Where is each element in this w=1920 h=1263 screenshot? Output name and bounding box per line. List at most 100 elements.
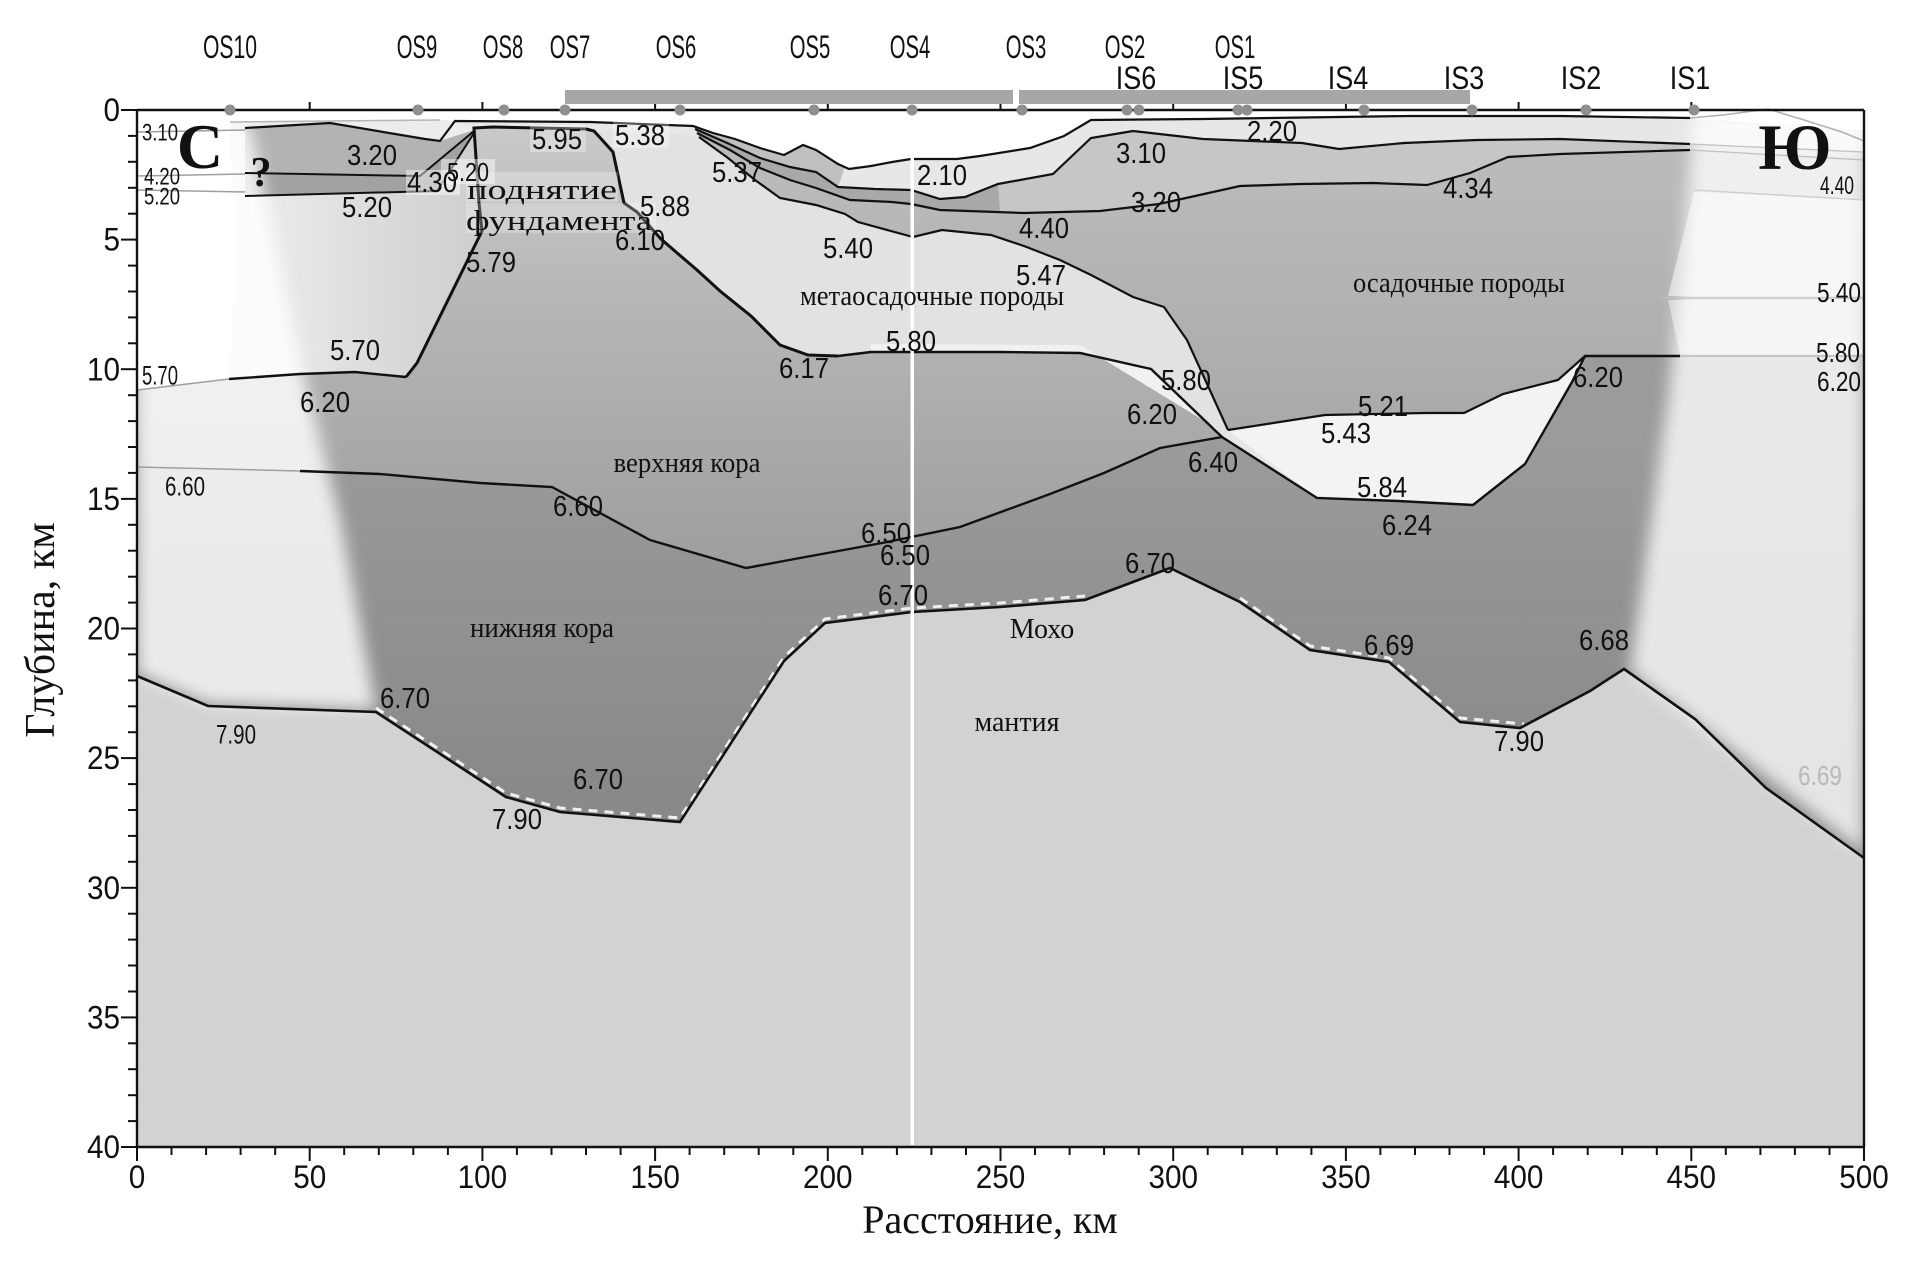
svg-text:3.20: 3.20 (347, 140, 397, 172)
svg-text:OS1: OS1 (1215, 29, 1256, 65)
svg-text:метаосадочные породы: метаосадочные породы (800, 281, 1064, 312)
svg-text:5.38: 5.38 (615, 120, 665, 152)
svg-text:6.20: 6.20 (300, 387, 350, 419)
svg-text:150: 150 (630, 1159, 680, 1195)
svg-text:4.34: 4.34 (1443, 173, 1493, 205)
svg-text:6.40: 6.40 (1188, 447, 1238, 479)
svg-text:4.40: 4.40 (1019, 213, 1069, 245)
svg-text:15: 15 (87, 481, 120, 517)
svg-text:6.60: 6.60 (553, 491, 603, 523)
svg-text:Ю: Ю (1758, 112, 1831, 184)
svg-text:6.69: 6.69 (1798, 760, 1842, 791)
svg-text:10: 10 (87, 351, 120, 387)
svg-text:5.37: 5.37 (712, 157, 762, 189)
svg-text:7.90: 7.90 (492, 804, 542, 836)
svg-text:5.43: 5.43 (1321, 418, 1371, 450)
svg-text:5.79: 5.79 (466, 247, 516, 279)
svg-text:осадочные породы: осадочные породы (1353, 268, 1565, 299)
svg-text:6.10: 6.10 (615, 225, 665, 257)
svg-text:100: 100 (458, 1159, 508, 1195)
svg-text:IS2: IS2 (1561, 60, 1602, 96)
svg-text:Расстояние, км: Расстояние, км (862, 1197, 1117, 1242)
svg-text:IS3: IS3 (1444, 60, 1485, 96)
svg-text:Глубина, км: Глубина, км (18, 522, 64, 737)
svg-text:5.80: 5.80 (1161, 365, 1211, 397)
svg-text:С: С (177, 111, 223, 182)
svg-text:6.70: 6.70 (1125, 548, 1175, 580)
svg-text:6.24: 6.24 (1382, 510, 1432, 542)
svg-text:OS9: OS9 (397, 29, 438, 65)
svg-text:2.20: 2.20 (1247, 116, 1297, 148)
svg-text:OS2: OS2 (1105, 29, 1146, 65)
svg-text:5.40: 5.40 (1817, 277, 1861, 308)
svg-text:OS3: OS3 (1006, 29, 1047, 65)
svg-text:?: ? (251, 150, 272, 196)
svg-text:350: 350 (1321, 1159, 1371, 1195)
svg-text:3.10: 3.10 (142, 119, 178, 146)
svg-text:5: 5 (104, 222, 121, 258)
svg-text:4.40: 4.40 (1820, 172, 1854, 200)
svg-text:50: 50 (293, 1159, 326, 1195)
svg-text:0: 0 (129, 1159, 146, 1195)
svg-text:5.40: 5.40 (823, 233, 873, 265)
svg-text:5.20: 5.20 (342, 192, 392, 224)
svg-text:IS5: IS5 (1223, 60, 1264, 96)
svg-text:IS6: IS6 (1116, 60, 1157, 96)
svg-text:4.20: 4.20 (144, 163, 180, 190)
svg-text:6.50: 6.50 (880, 540, 930, 572)
svg-text:5.88: 5.88 (640, 191, 690, 223)
svg-text:35: 35 (87, 999, 120, 1035)
svg-text:верхняя кора: верхняя кора (614, 448, 762, 479)
svg-text:6.60: 6.60 (165, 471, 205, 501)
svg-text:6.70: 6.70 (878, 580, 928, 612)
svg-text:6.70: 6.70 (380, 683, 430, 715)
svg-text:IS4: IS4 (1328, 60, 1369, 96)
svg-text:6.70: 6.70 (573, 764, 623, 796)
svg-text:6.20: 6.20 (1127, 399, 1177, 431)
svg-text:фундамента: фундамента (466, 205, 652, 237)
svg-text:7.90: 7.90 (1494, 726, 1544, 758)
svg-text:6.20: 6.20 (1573, 362, 1623, 394)
svg-text:250: 250 (976, 1159, 1026, 1195)
svg-text:25: 25 (87, 740, 120, 776)
svg-text:OS4: OS4 (890, 29, 931, 65)
svg-text:5.80: 5.80 (886, 326, 936, 358)
svg-text:IS1: IS1 (1670, 60, 1711, 96)
svg-text:5.70: 5.70 (330, 335, 380, 367)
svg-text:5.21: 5.21 (1358, 391, 1408, 423)
svg-text:6.68: 6.68 (1579, 625, 1629, 657)
svg-text:2.10: 2.10 (917, 160, 967, 192)
svg-text:7.90: 7.90 (216, 719, 256, 749)
svg-text:5.80: 5.80 (1816, 337, 1860, 368)
svg-text:6.50: 6.50 (861, 518, 911, 550)
svg-text:OS10: OS10 (203, 29, 257, 65)
svg-text:20: 20 (87, 611, 120, 647)
svg-text:6.69: 6.69 (1364, 630, 1414, 662)
svg-text:мантия: мантия (974, 707, 1059, 738)
svg-text:нижняя кора: нижняя кора (470, 613, 615, 644)
svg-text:3.10: 3.10 (1116, 138, 1166, 170)
svg-text:450: 450 (1667, 1159, 1717, 1195)
svg-text:30: 30 (87, 870, 120, 906)
svg-text:3.20: 3.20 (1131, 187, 1181, 219)
svg-text:4.30: 4.30 (407, 167, 457, 199)
svg-text:Мохо: Мохо (1010, 614, 1074, 645)
svg-text:5.47: 5.47 (1016, 260, 1066, 292)
svg-text:поднятие: поднятие (467, 174, 617, 206)
svg-text:5.70: 5.70 (142, 360, 178, 390)
svg-text:500: 500 (1839, 1159, 1889, 1195)
svg-text:5.20: 5.20 (447, 157, 489, 187)
svg-text:400: 400 (1494, 1159, 1544, 1195)
svg-text:OS7: OS7 (550, 29, 591, 65)
svg-text:OS5: OS5 (790, 29, 831, 65)
svg-text:40: 40 (87, 1129, 120, 1165)
svg-text:5.95: 5.95 (532, 124, 582, 156)
svg-text:300: 300 (1148, 1159, 1198, 1195)
svg-text:OS8: OS8 (483, 29, 524, 65)
svg-text:6.17: 6.17 (779, 353, 829, 385)
svg-text:OS6: OS6 (656, 29, 697, 65)
svg-text:0: 0 (104, 92, 121, 128)
svg-text:6.20: 6.20 (1817, 366, 1861, 397)
svg-text:200: 200 (803, 1159, 853, 1195)
svg-text:5.84: 5.84 (1357, 472, 1407, 504)
